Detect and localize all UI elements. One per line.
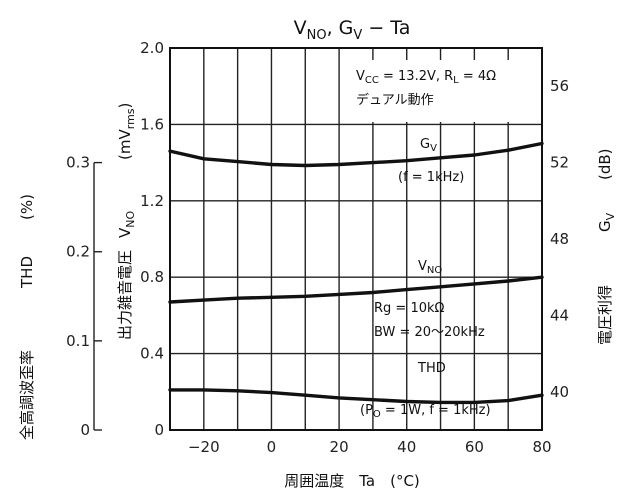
gv-tick-label: 44 bbox=[550, 306, 569, 324]
vno-axis-unit: (mVrms) bbox=[116, 103, 137, 160]
thd-series-label: THD bbox=[417, 361, 446, 376]
vno-curve bbox=[168, 275, 544, 304]
thd-curve bbox=[168, 388, 544, 405]
x-tick-label: 0 bbox=[267, 438, 277, 456]
vno-tick-label: 1.6 bbox=[140, 115, 164, 133]
vno-tick-label: 0.8 bbox=[140, 268, 164, 286]
conditions-box bbox=[346, 60, 538, 122]
thd-axis-unit: (%) bbox=[18, 194, 36, 220]
gv-series-label: GV bbox=[420, 137, 437, 154]
thd-axis-symbol: THD bbox=[18, 256, 36, 289]
x-tick-label: 80 bbox=[532, 438, 551, 456]
conditions-mode: デュアル動作 bbox=[356, 92, 434, 108]
thd-tick-label: 0.3 bbox=[66, 154, 90, 172]
curves bbox=[168, 141, 544, 405]
gv-axis-symbol: GV bbox=[596, 212, 617, 232]
thd-series-note: (PO = 1W, f = 1kHz) bbox=[360, 403, 491, 420]
vno-axis-label: 出力雑音電圧 bbox=[116, 250, 134, 340]
conditions-supply: VCC = 13.2V, RL = 4Ω bbox=[356, 69, 496, 86]
x-tick-label: 20 bbox=[330, 438, 349, 456]
vno-tick-label: 0 bbox=[154, 421, 164, 439]
gv-tick-label: 40 bbox=[550, 383, 569, 401]
plot-frame bbox=[169, 47, 543, 431]
vno-tick-label: 1.2 bbox=[140, 192, 164, 210]
vno-tick-label: 2.0 bbox=[140, 39, 164, 57]
gv-axis-label: 電圧利得 bbox=[596, 285, 614, 345]
chart-title: VNO, GV − Ta bbox=[294, 17, 411, 43]
gv-tick-label: 48 bbox=[550, 230, 569, 248]
gv-tick-label: 52 bbox=[550, 154, 569, 172]
x-tick-label: 40 bbox=[397, 438, 416, 456]
tick-labels: −20 0 20 40 60 80 0 0.4 0.8 1.2 1.6 2.0 0 0.1 0.2 0.3 40… bbox=[66, 39, 569, 456]
x-tick-label: 60 bbox=[465, 438, 484, 456]
gv-curve bbox=[168, 141, 544, 168]
thd-tick-label: 0.2 bbox=[66, 243, 90, 261]
vno-series-note-1: Rg = 10kΩ bbox=[374, 301, 445, 316]
x-axis-label: 周囲温度 Ta (°C) bbox=[284, 472, 420, 490]
x-tick-label: −20 bbox=[188, 438, 220, 456]
thd-tick-label: 0.1 bbox=[66, 332, 90, 350]
thd-axis-label: 全高調波歪率 bbox=[18, 350, 36, 440]
vno-axis-symbol: VNO bbox=[116, 211, 137, 238]
thd-tick-label: 0 bbox=[80, 421, 90, 439]
vno-series-label: VNO bbox=[418, 259, 442, 276]
gv-tick-label: 56 bbox=[550, 77, 569, 95]
gv-series-note: (f = 1kHz) bbox=[398, 170, 464, 185]
gv-axis-unit: (dB) bbox=[596, 148, 614, 180]
vno-series-note-2: BW = 20〜20kHz bbox=[374, 325, 485, 340]
vno-tick-label: 0.4 bbox=[140, 345, 164, 363]
